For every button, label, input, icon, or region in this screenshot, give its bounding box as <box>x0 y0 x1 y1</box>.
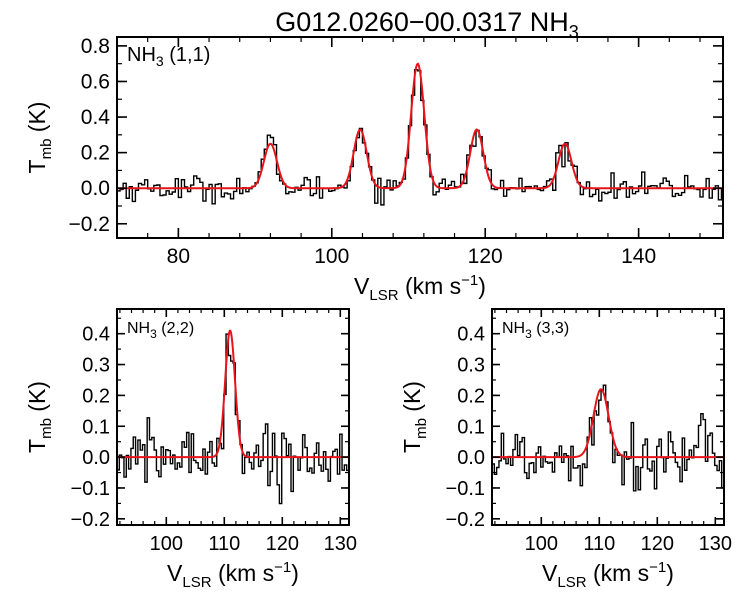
y-tick-label: 0.1 <box>82 416 110 438</box>
observed-spectrum-line <box>117 69 723 206</box>
plot-frame <box>491 308 725 526</box>
y-axis-label: Tmb (K) <box>399 381 430 453</box>
gaussian-fit-line <box>117 329 349 459</box>
x-tick-label: 110 <box>208 533 240 555</box>
y-tick-label: 0.3 <box>82 355 110 377</box>
panel-transition-label: NH3 (2,2) <box>127 320 194 341</box>
y-tick-label: 0.2 <box>457 385 485 407</box>
x-tick-label: 80 <box>167 245 190 268</box>
plot-frame <box>116 36 724 239</box>
y-axis-label: Tmb (K) <box>24 381 55 453</box>
y-tick-label: 0.2 <box>81 142 110 165</box>
y-tick-label: −0.1 <box>446 478 485 500</box>
x-tick-label: 120 <box>641 533 674 555</box>
x-tick-label: 120 <box>468 245 503 268</box>
gaussian-fit-line <box>117 62 723 190</box>
y-tick-label: 0.0 <box>457 447 485 469</box>
y-tick-label: 0.0 <box>81 177 110 200</box>
y-tick-label: 0.1 <box>457 416 485 438</box>
panel-top: 80 100 120 140 −0.2 0.0 0.2 0.4 0.6 0.8 NH3 (1,1) T… <box>24 35 724 304</box>
panel-transition-label: NH3 (3,3) <box>502 320 569 341</box>
figure-title: G012.0260−00.0317 NH3 <box>275 7 579 42</box>
y-tick-label: 0.4 <box>81 106 111 129</box>
x-axis-label: VLSR (km s−1) <box>167 559 299 591</box>
x-tick-label: 100 <box>150 533 183 555</box>
x-tick-label: 100 <box>314 245 349 268</box>
y-tick-label: 0.4 <box>82 324 110 346</box>
y-tick-label: 0.6 <box>81 70 110 93</box>
x-tick-label: 110 <box>583 533 615 555</box>
y-tick-label: 0.3 <box>457 355 485 377</box>
gaussian-fit-line <box>492 388 724 459</box>
x-axis-label: VLSR (km s−1) <box>542 559 674 591</box>
x-tick-label: 130 <box>324 533 357 555</box>
panel-transition-label: NH3 (1,1) <box>127 44 210 69</box>
observed-spectrum-line <box>492 384 724 492</box>
y-tick-label: 0.2 <box>82 385 110 407</box>
panel-bottom-left: 100 110 120 130 −0.2 −0.1 0.0 0.1 0.2 0.3 0.4 NH3 (… <box>24 308 357 591</box>
y-tick-label: −0.1 <box>71 478 110 500</box>
x-tick-label: 130 <box>699 533 732 555</box>
y-tick-label: 0.4 <box>457 324 485 346</box>
y-tick-label: 0.0 <box>82 447 110 469</box>
y-axis-label: Tmb (K) <box>24 102 55 174</box>
x-axis-label: VLSR (km s−1) <box>354 272 486 304</box>
x-tick-label: 140 <box>621 245 656 268</box>
y-tick-label: −0.2 <box>69 213 110 236</box>
x-tick-label: 120 <box>266 533 299 555</box>
y-tick-label: 0.8 <box>81 35 110 58</box>
panel-bottom-right: 100 110 120 130 −0.2 −0.1 0.0 0.1 0.2 0.3 0.4 NH3 (… <box>399 308 732 591</box>
plot-frame <box>116 308 350 526</box>
y-tick-label: −0.2 <box>446 509 485 531</box>
y-tick-label: −0.2 <box>71 509 110 531</box>
x-tick-label: 100 <box>525 533 558 555</box>
